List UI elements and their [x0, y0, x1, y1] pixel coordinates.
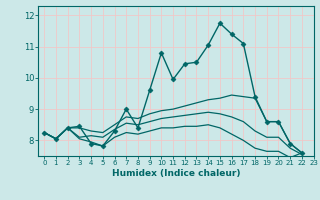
X-axis label: Humidex (Indice chaleur): Humidex (Indice chaleur) [112, 169, 240, 178]
